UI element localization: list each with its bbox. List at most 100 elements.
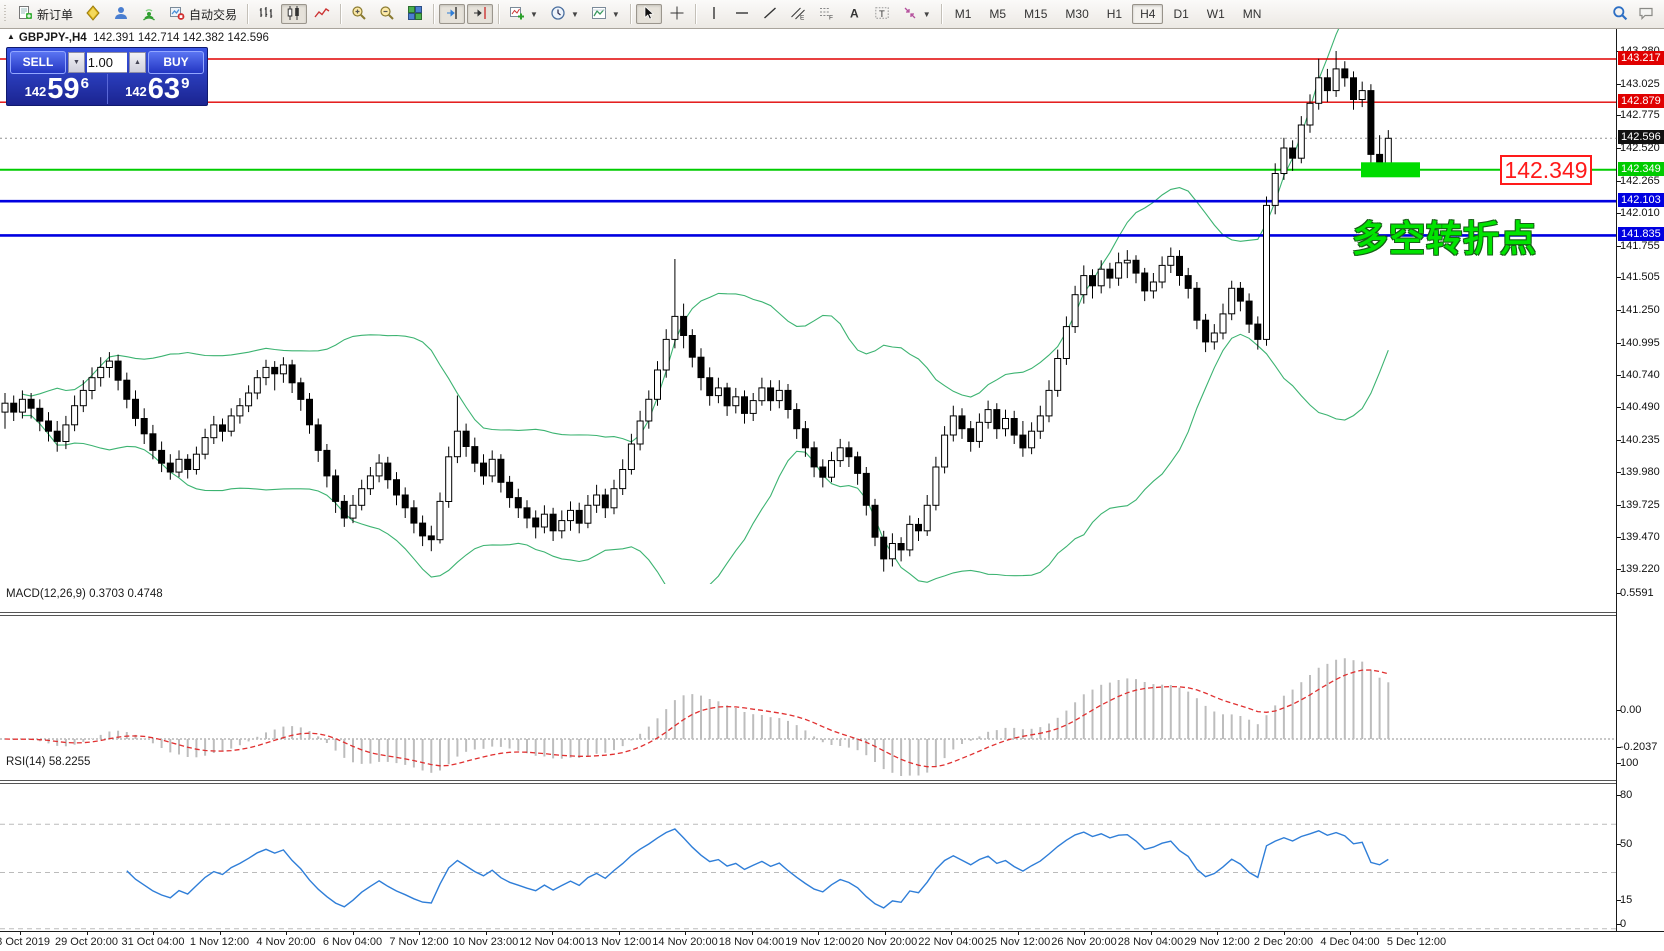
price-tick-label: 140.490 <box>1620 401 1660 413</box>
autotrading-button[interactable]: 自动交易 <box>164 4 242 24</box>
signals-button[interactable] <box>136 4 162 24</box>
new-order-button[interactable]: 新订单 <box>12 4 78 24</box>
macd-pane-separator[interactable] <box>0 612 1664 616</box>
vertical-line-button[interactable] <box>701 4 727 24</box>
annotation-highlight-rect[interactable] <box>1361 162 1420 178</box>
bar-chart-button[interactable] <box>253 4 279 24</box>
candle-body <box>984 409 992 423</box>
candle-body <box>253 377 261 394</box>
time-tick-mark <box>352 932 354 935</box>
fibonacci-button[interactable]: F <box>813 4 839 24</box>
buy-price-display[interactable]: 142 63 9 <box>108 74 208 104</box>
axis-tick-mark <box>1617 899 1621 901</box>
tile-windows-button[interactable] <box>402 4 428 24</box>
timeframe-m1-button[interactable]: M1 <box>954 7 972 21</box>
candle-body <box>906 523 914 551</box>
chart-shift-button[interactable] <box>439 4 466 24</box>
chart-window[interactable]: ▲ GBPJPY-,H4 142.391 142.714 142.382 142.… <box>0 29 1664 951</box>
periods-button[interactable]: ▼ <box>545 4 584 24</box>
auto-scroll-button[interactable] <box>467 4 494 24</box>
candle-body <box>393 479 400 496</box>
candle-body <box>410 507 418 524</box>
time-tick-mark <box>286 932 287 935</box>
text-label-button[interactable]: T <box>869 4 895 24</box>
templates-button[interactable]: ▼ <box>586 4 625 24</box>
community-button[interactable] <box>108 4 134 24</box>
buy-button[interactable]: BUY <box>148 50 204 74</box>
zoom-out-icon <box>379 5 395 23</box>
timeframe-w1-button[interactable]: W1 <box>1206 7 1225 21</box>
axis-tick-mark <box>1617 310 1621 312</box>
timeframe-h4-button[interactable]: H4 <box>1132 4 1164 24</box>
timeframe-m30-button[interactable]: M30 <box>1065 7 1089 21</box>
chat-icon[interactable] <box>1638 5 1654 23</box>
zoom-in-button[interactable] <box>346 4 372 24</box>
candle-body <box>915 523 922 532</box>
zoom-out-button[interactable] <box>374 4 400 24</box>
candle-body <box>71 405 79 426</box>
volume-input[interactable]: 1.00 <box>87 51 127 73</box>
one-click-collapse-icon[interactable]: ▲ <box>7 32 15 41</box>
price-marker-143.217: 143.217 <box>1618 51 1664 66</box>
rsi-axis-label: 100 <box>1620 757 1639 769</box>
candle-body <box>1106 268 1114 279</box>
channel-button[interactable]: E <box>785 4 811 24</box>
candle-body <box>1219 313 1227 334</box>
candle-body <box>567 509 574 522</box>
sell-button[interactable]: SELL <box>10 50 66 74</box>
timeframe-mn-button[interactable]: MN <box>1242 7 1262 21</box>
timeframe-m5-button[interactable]: M5 <box>989 7 1007 21</box>
metaeditor-button[interactable] <box>80 4 106 24</box>
candle-body <box>419 522 427 537</box>
sell-price-display[interactable]: 142 59 6 <box>7 74 108 104</box>
text-button[interactable]: A <box>841 4 867 24</box>
candle-body <box>854 456 862 474</box>
axis-tick-mark <box>1617 277 1621 279</box>
price-chart-plot[interactable] <box>0 29 1616 584</box>
search-icon[interactable] <box>1612 5 1628 23</box>
macd-label: MACD(12,26,9) 0.3703 0.4748 <box>6 588 163 600</box>
line-chart-button[interactable] <box>309 4 335 24</box>
price-axis[interactable]: 143.280143.025142.775142.520142.265142.0… <box>1616 29 1664 931</box>
macd-indicator-plot[interactable] <box>0 616 1616 779</box>
crosshair-button[interactable] <box>664 4 690 24</box>
arrows-button[interactable]: ▼ <box>897 4 936 24</box>
candle-body <box>601 494 609 509</box>
timeframe-h1-button[interactable]: H1 <box>1106 7 1123 21</box>
candlestick-chart-button[interactable] <box>281 4 308 24</box>
templates-icon <box>591 5 607 23</box>
candle-body <box>384 462 392 481</box>
price-tick-label: 142.010 <box>1620 207 1660 220</box>
rsi-pane-separator[interactable] <box>0 780 1664 784</box>
timeframe-m15-button[interactable]: M15 <box>1024 7 1048 21</box>
autotrading-icon <box>169 5 185 23</box>
volume-decrease-button[interactable]: ▼ <box>68 51 85 73</box>
candle-body <box>784 389 792 410</box>
chart-symbol-period: GBPJPY-,H4 <box>18 32 87 44</box>
candle-body <box>897 543 905 551</box>
horizontal-line-button[interactable] <box>729 4 755 24</box>
candle-body <box>201 437 209 455</box>
indicators-button[interactable]: ▼ <box>504 4 543 24</box>
time-tick-mark <box>618 932 620 935</box>
timeframe-d1-button[interactable]: D1 <box>1173 7 1189 21</box>
toolbar-separator <box>940 4 942 24</box>
annotation-price-callout[interactable]: 142.349 <box>1500 155 1592 185</box>
rsi-indicator-plot[interactable] <box>0 784 1616 951</box>
macd-signal-value: 0.4748 <box>127 588 163 600</box>
candle-body <box>1 402 9 413</box>
volume-increase-button[interactable]: ▲ <box>129 51 146 73</box>
chart-ohlc-values: 142.391 142.714 142.382 142.596 <box>93 32 269 44</box>
annotation-note-text[interactable]: 多空转折点 <box>1352 218 1538 259</box>
candle-body <box>88 377 96 392</box>
candle-body <box>741 396 748 414</box>
cursor-button[interactable] <box>635 4 662 24</box>
trendline-button[interactable] <box>757 4 783 24</box>
toolbar-grip[interactable] <box>3 5 8 23</box>
time-axis-label: 12 Nov 04:00 <box>519 936 585 948</box>
candle-body <box>1123 259 1131 264</box>
candle-body <box>262 366 270 379</box>
axis-tick-mark <box>1617 537 1621 539</box>
time-axis-label: 5 Dec 12:00 <box>1386 936 1447 948</box>
